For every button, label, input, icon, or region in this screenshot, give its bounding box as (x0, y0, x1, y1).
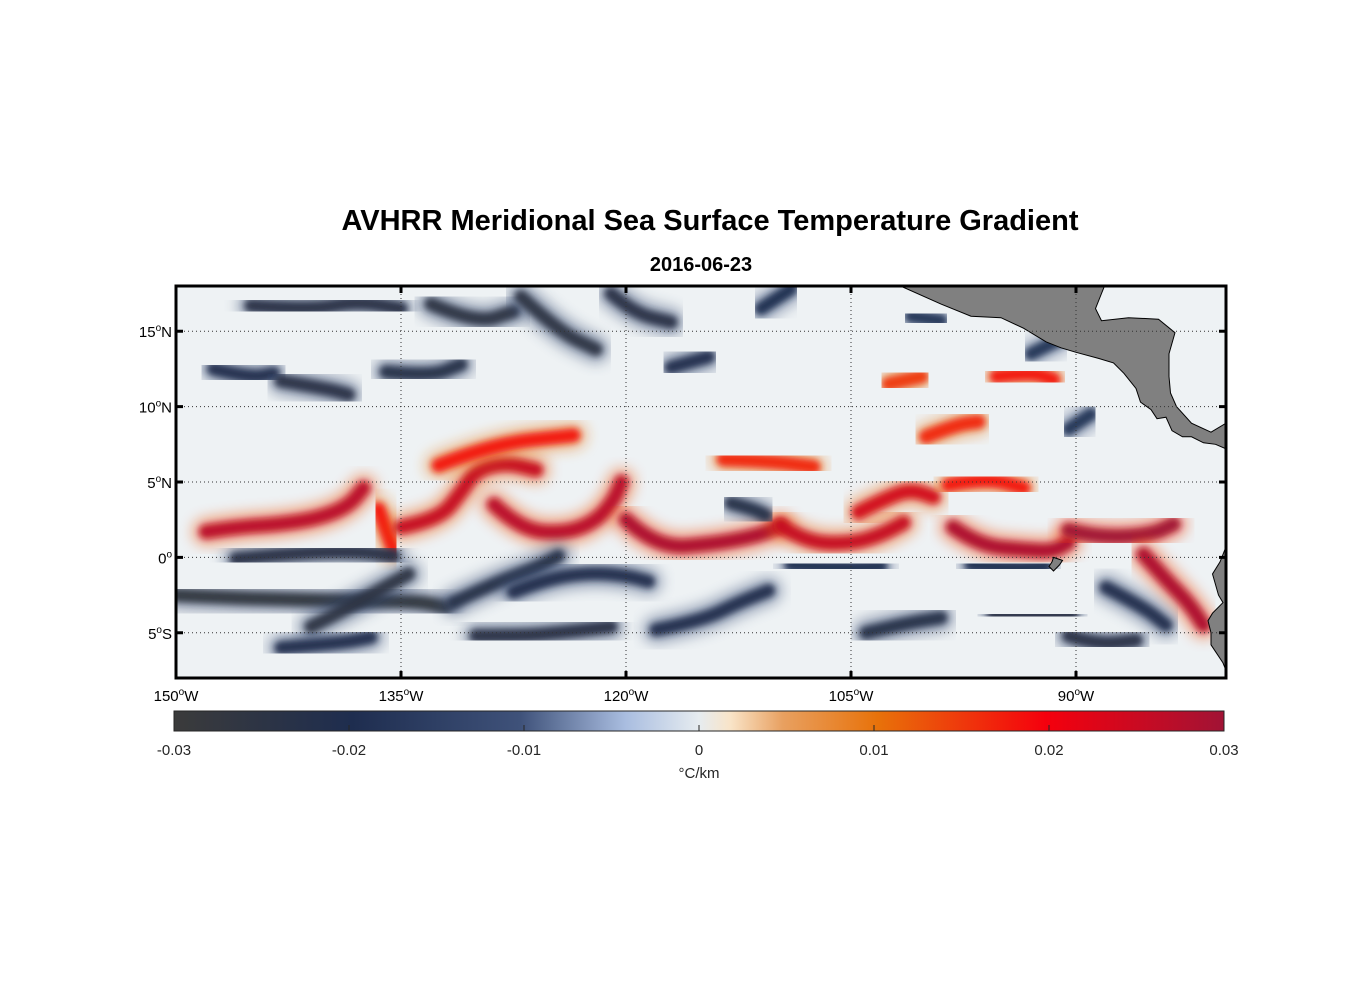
lon-tick-label: 150oW (154, 687, 200, 705)
gradient-front-27 (1062, 629, 1143, 650)
gradient-front-4 (619, 512, 788, 554)
gradient-front-3 (487, 475, 629, 540)
colorbar-tick-label: 0.02 (1034, 742, 1063, 759)
gradient-front-29 (274, 630, 378, 655)
gradient-front-38 (754, 286, 798, 316)
gradient-front-6 (851, 484, 941, 520)
gradient-front-19 (447, 549, 565, 610)
gradient-front-20 (507, 567, 655, 599)
gradient-front-10 (1136, 547, 1211, 633)
gradient-front-31 (424, 297, 520, 326)
gradient-front-11 (431, 428, 581, 473)
colorbar-tick-label: -0.03 (157, 742, 191, 759)
gradient-front-8 (941, 473, 1031, 495)
gradient-front-39 (904, 309, 948, 328)
gradient-front-41 (724, 496, 772, 522)
land-central-america (900, 286, 1226, 450)
gradient-front-15 (919, 414, 986, 444)
gradient-front-26 (987, 608, 1078, 623)
gradient-front-36 (379, 357, 468, 381)
gradient-front-24 (859, 611, 948, 640)
gradient-front-9 (1061, 517, 1181, 544)
gradient-front-14 (881, 369, 929, 391)
gradient-front-21 (469, 620, 618, 643)
lat-tick-label: 5oS (148, 625, 172, 643)
land-south-america (1207, 546, 1226, 671)
lat-tick-label: 15oN (139, 323, 172, 341)
gradient-front-25 (964, 558, 1053, 574)
colorbar-tick-label: -0.02 (332, 742, 366, 759)
gradient-front-30 (244, 296, 408, 316)
chart-subtitle-date: 2016-06-23 (649, 254, 753, 276)
gradient-front-17 (229, 545, 400, 566)
gradient-front-0 (199, 481, 371, 539)
lat-tick-label: 10oN (139, 399, 172, 417)
gradient-front-34 (207, 362, 280, 383)
gradient-front-40 (1062, 407, 1098, 436)
gradient-front-12 (716, 452, 821, 474)
chart-title: AVHRR Meridional Sea Surface Temperature… (341, 205, 1079, 237)
lon-tick-label: 90oW (1058, 687, 1095, 705)
lat-tick-label: 0o (158, 549, 172, 567)
colorbar-tick-label: 0 (695, 742, 703, 759)
colorbar-tick-label: 0.03 (1209, 742, 1238, 759)
gradient-front-2 (394, 457, 543, 535)
land-galapagos (1048, 556, 1064, 572)
gradient-front-37 (664, 350, 715, 374)
gradient-front-18 (304, 567, 415, 634)
gradient-front-22 (649, 584, 775, 637)
lon-tick-label: 105oW (829, 687, 875, 705)
gradient-front-16 (176, 588, 453, 614)
gradient-front-23 (784, 558, 888, 574)
map-plot-area (176, 286, 1226, 678)
gradient-front-7 (946, 520, 1076, 558)
colorbar-tick-label: -0.01 (507, 742, 541, 759)
gradient-front-13 (989, 367, 1061, 387)
colorbar-units-label: °C/km (679, 765, 720, 782)
gradient-front-35 (274, 374, 355, 402)
lon-tick-label: 135oW (379, 687, 425, 705)
gradient-front-32 (514, 290, 603, 356)
lon-tick-label: 120oW (604, 687, 650, 705)
gradient-front-33 (604, 287, 678, 329)
gradient-front-28 (1099, 581, 1173, 632)
lat-tick-label: 5oN (147, 474, 172, 492)
colorbar-tick-label: 0.01 (859, 742, 888, 759)
